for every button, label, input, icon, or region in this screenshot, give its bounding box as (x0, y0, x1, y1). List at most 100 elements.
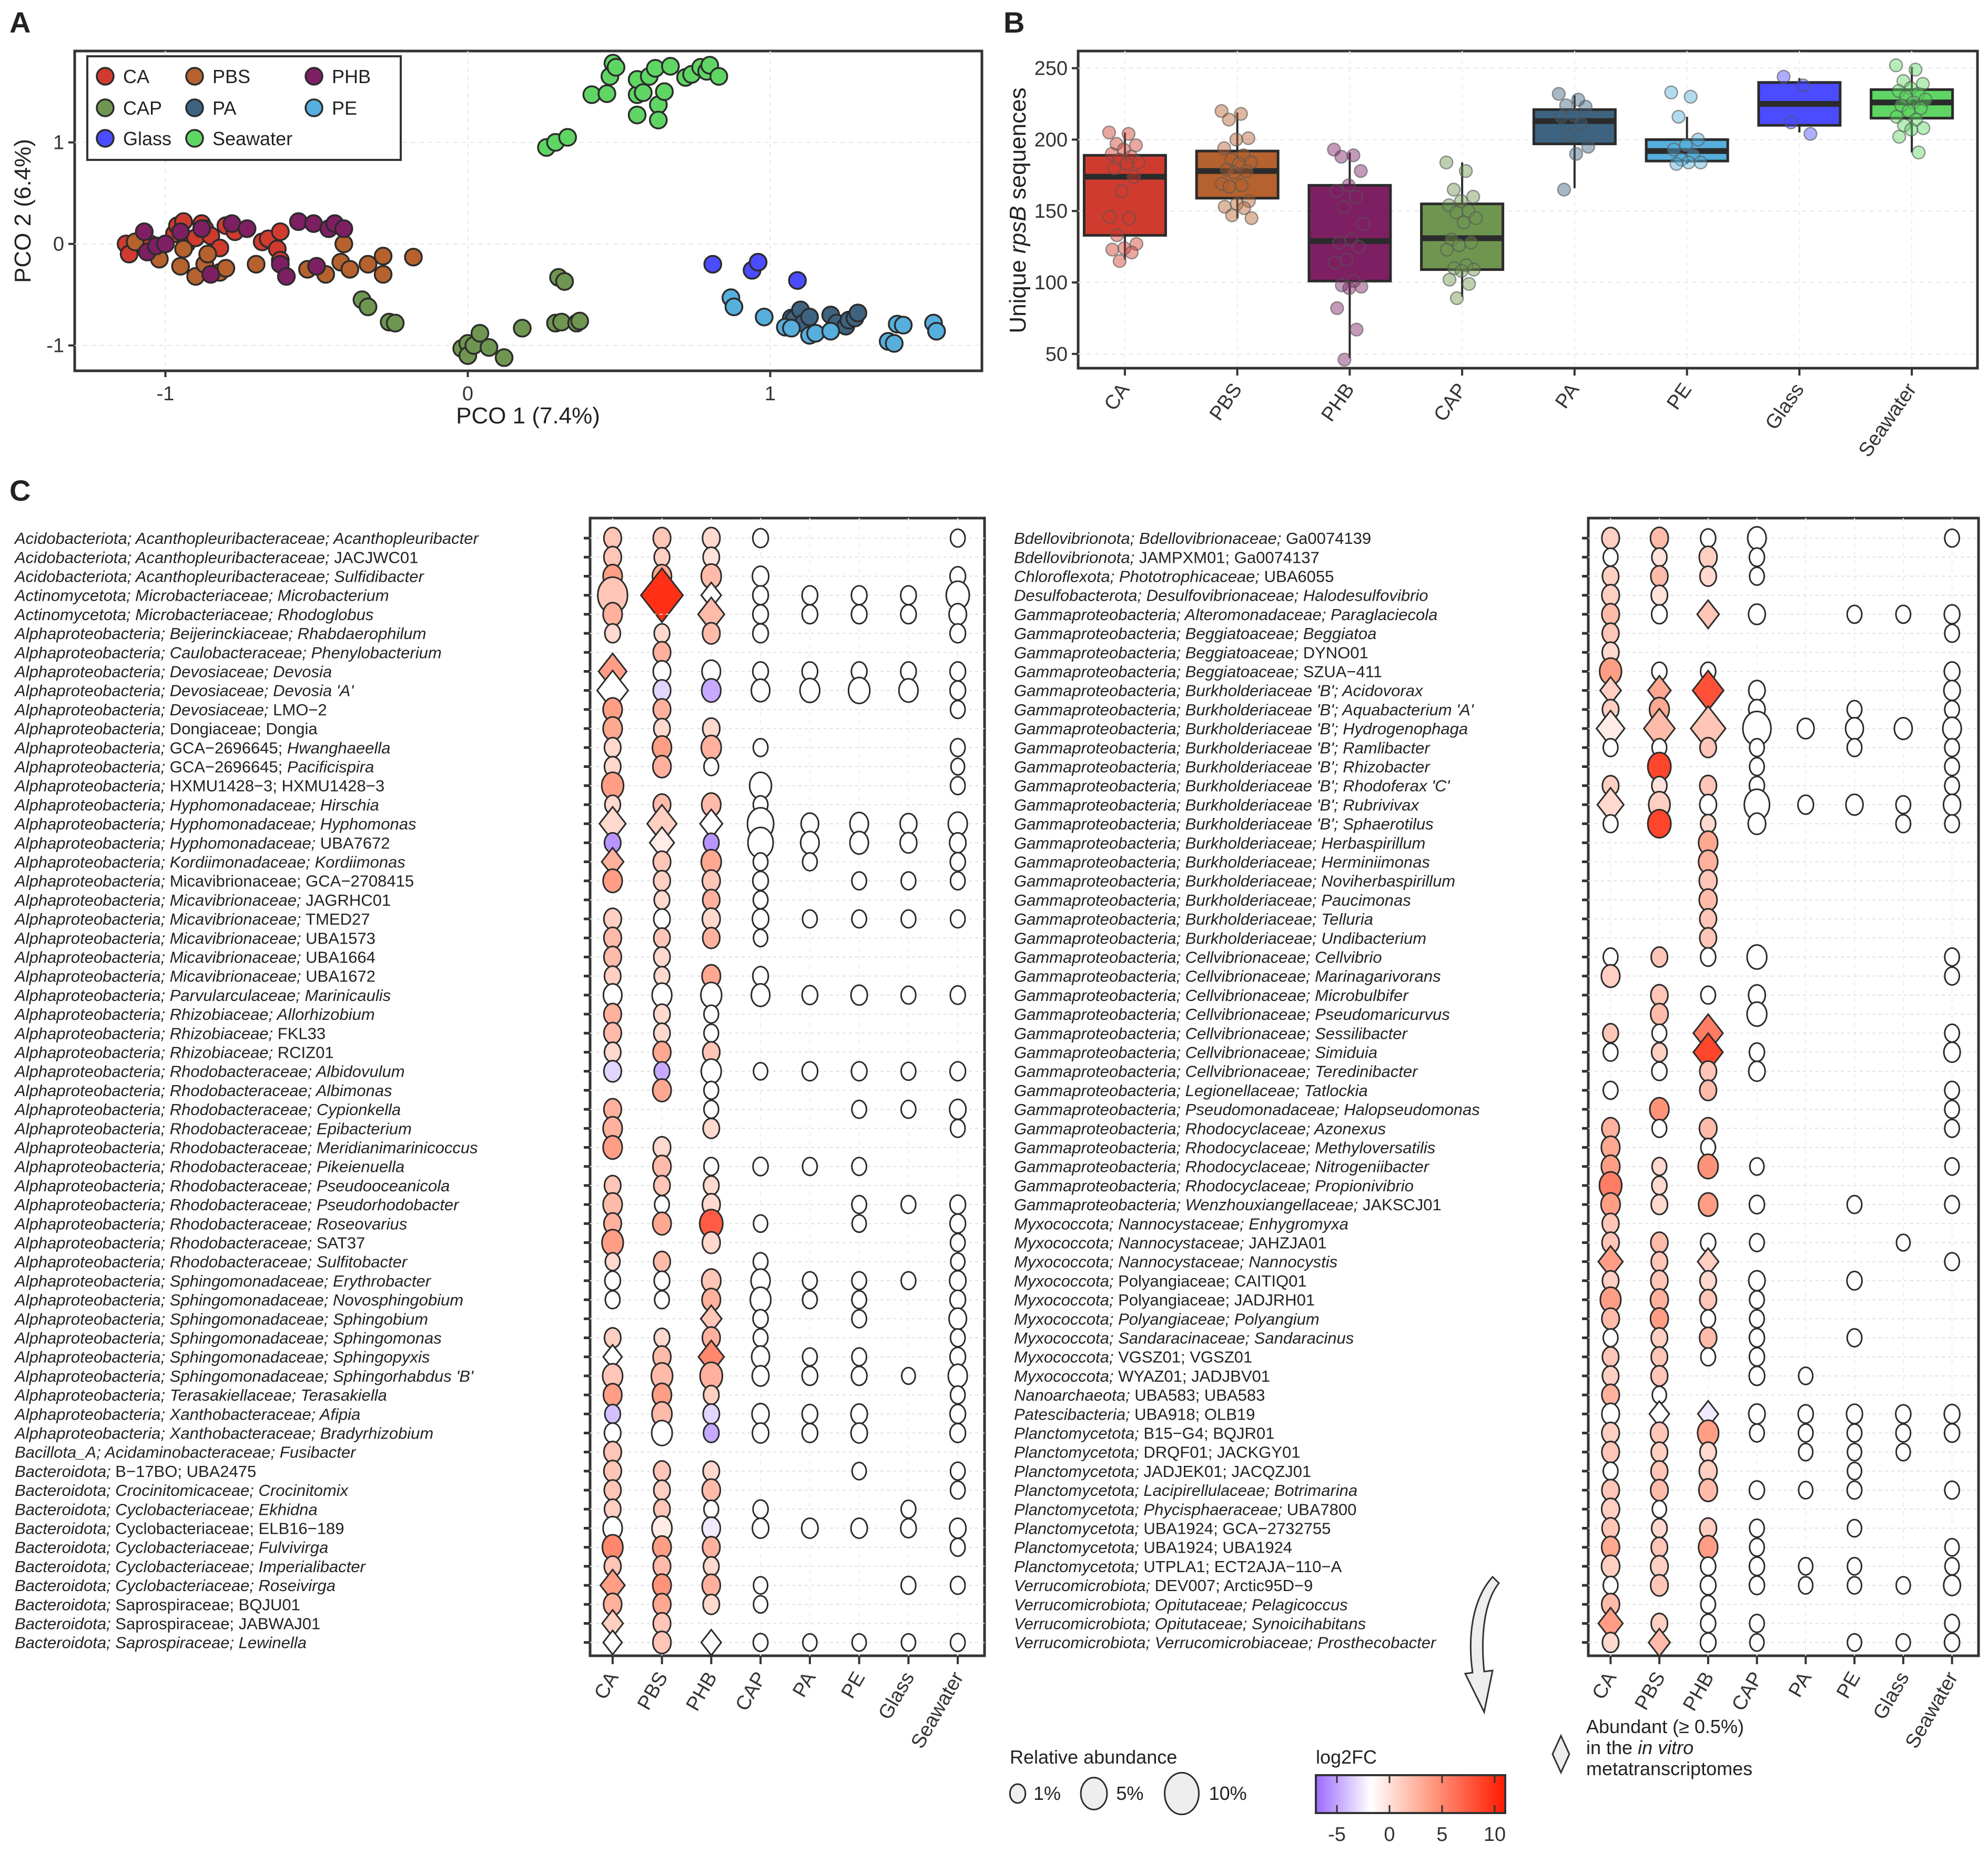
abundance-dot (751, 1402, 770, 1425)
boxplot-point-pa (1559, 98, 1574, 113)
taxon-label-part: Alphaproteobacteria; (14, 834, 170, 852)
abundance-dot (653, 1022, 671, 1044)
taxon-label-part: Alphaproteobacteria; (14, 910, 170, 928)
boxplot-point-phb (1349, 189, 1363, 204)
taxon-label-part: Pseudomaricurvus (1315, 1005, 1450, 1024)
abundance-dot (752, 852, 769, 872)
legend-swatch-pe (305, 98, 323, 117)
boxplot-y-axis-label: Unique rpsB sequences (1005, 87, 1031, 333)
abundance-dot (1944, 1194, 1961, 1214)
abundance-dot (1602, 737, 1619, 757)
taxon-label-part: Cellvibrionaceae; (1185, 1005, 1315, 1024)
abundance-dot (604, 1270, 622, 1291)
taxon-label: Gammaproteobacteria; Burkholderiaceae; U… (1014, 929, 1426, 947)
abundance-dot (1746, 944, 1768, 970)
abundance-dot (1943, 1632, 1961, 1653)
taxon-label-part: Acidovorax (1341, 682, 1424, 700)
abundance-dot (603, 1440, 622, 1464)
abundance-dot (702, 1535, 721, 1559)
abundance-dot (1944, 814, 1961, 834)
abundance-dot (1796, 717, 1815, 740)
abundance-dot (702, 1460, 721, 1482)
abundance-dot (1600, 964, 1621, 988)
taxon-label-part: Alphaproteobacteria; (14, 1062, 170, 1081)
taxon-label-part: Gammaproteobacteria; (1014, 815, 1185, 833)
abundance-dot (750, 1345, 770, 1369)
taxon-label-part: UBA6055 (1264, 568, 1334, 586)
boxplot-point-phb (1327, 255, 1342, 270)
taxon-label-part: Rhodobacteraceae; (170, 1253, 317, 1271)
pco-point-phb (135, 222, 154, 241)
abundance-dot (1747, 812, 1767, 835)
abundance-dot (949, 852, 966, 872)
abundance-dot (1749, 1309, 1766, 1329)
taxon-label-part: Desulfobacterota; (1014, 586, 1147, 605)
taxon-label-part: Hyphomonadaceae; (170, 834, 320, 852)
taxon-label-part: Terasakiellaceae; (170, 1386, 301, 1404)
taxon-label-part: Polyangiaceae; (1118, 1272, 1234, 1290)
pco-point-cap (480, 338, 499, 357)
taxon-label: Gammaproteobacteria; Pseudomonadaceae; H… (1014, 1100, 1480, 1119)
boxplot-point-pa (1554, 109, 1569, 124)
taxon-label-part: Propionivibrio (1315, 1177, 1414, 1195)
taxon-label-part: Alphaproteobacteria; (14, 643, 170, 662)
taxon-label-part: Myxococcota; (1014, 1348, 1118, 1366)
taxon-label-part: Rhodobacteraceae; (170, 1119, 317, 1138)
taxon-label-part: Hyphomonas (320, 815, 417, 833)
abundance-dot (653, 927, 671, 949)
taxon-label: Gammaproteobacteria; Burkholderiaceae 'B… (1014, 758, 1431, 776)
abundance-dot (1943, 1574, 1962, 1597)
abundance-dot (1942, 716, 1962, 741)
taxon-label-part: Sphingomonadaceae; (170, 1291, 333, 1309)
abundance-dot (1650, 565, 1669, 588)
abundance-dot (1895, 1633, 1911, 1652)
abundance-dot (1944, 1157, 1960, 1176)
taxon-label-part: UBA1924; (1143, 1538, 1222, 1557)
abundance-dot (603, 926, 622, 950)
boxplot-point-phb (1332, 235, 1346, 250)
pco-point-phb (307, 257, 326, 276)
abundance-dot (603, 736, 622, 758)
taxon-label-part: UBA7672 (320, 834, 390, 852)
abundance-dot (604, 1403, 622, 1424)
taxon-label-part: Acidobacteriota; (14, 568, 136, 586)
colorbar-tick-label: 5 (1436, 1824, 1447, 1846)
abundance-dot (850, 1061, 868, 1082)
taxon-label-part: Devosiaceae; (170, 663, 273, 681)
taxon-label: Gammaproteobacteria; Rhodocyclaceae; Met… (1014, 1139, 1435, 1157)
taxon-label: Myxococcota; Sandaracinaceae; Sandaracin… (1014, 1329, 1354, 1348)
taxon-label-part: Herminiimonas (1321, 853, 1430, 872)
taxon-label-part: Legionellaceae; (1185, 1081, 1304, 1100)
taxon-label-part: Alphaproteobacteria; (14, 796, 170, 814)
boxplot-point-pe (1664, 85, 1678, 100)
abundance-dot (1699, 793, 1718, 816)
taxon-label-part: Phenylobacterium (311, 643, 442, 662)
taxon-label: Alphaproteobacteria; Sphingomonadaceae; … (14, 1329, 442, 1348)
boxplot-point-ca (1112, 254, 1127, 268)
pco-point-phb (171, 222, 190, 241)
taxon-label: Bdellovibrionota; JAMPXM01; Ga0074137 (1014, 548, 1320, 566)
abundance-dot (1699, 1327, 1718, 1349)
abundance-dot (701, 869, 721, 893)
taxon-label-part: Rhizobiaceae; (170, 1044, 278, 1062)
abundance-dot (1602, 1575, 1619, 1595)
abundance-dot (1650, 1042, 1668, 1062)
taxon-label-part: JAKSCJ01 (1363, 1196, 1442, 1214)
abundance-dot (702, 926, 721, 949)
taxon-label: Gammaproteobacteria; Rhodocyclaceae; Azo… (1014, 1119, 1386, 1138)
abundance-dot (604, 1290, 621, 1310)
abundance-dot (1650, 1536, 1669, 1558)
taxon-label-part: JACQZJ01 (1232, 1462, 1312, 1481)
taxon-label: Gammaproteobacteria; Cellvibrionaceae; C… (1014, 948, 1382, 967)
taxon-label: Gammaproteobacteria; Alteromonadaceae; P… (1014, 605, 1437, 624)
boxplot-point-pbs (1234, 107, 1248, 121)
taxon-label-part: Gammaproteobacteria; (1014, 1005, 1185, 1024)
taxon-label: Gammaproteobacteria; Burkholderiaceae 'B… (1014, 796, 1419, 814)
taxon-label-part: Alphaproteobacteria; (14, 1405, 170, 1423)
taxon-label-part: Alphaproteobacteria; (14, 1424, 170, 1443)
boxplot-point-pa (1578, 99, 1593, 114)
taxon-label-part: Patescibacteria; (1014, 1405, 1134, 1423)
taxon-label: Alphaproteobacteria; Micavibrionaceae; U… (14, 967, 376, 986)
dot-matrix-x-tick-label: Glass (1869, 1668, 1914, 1724)
taxon-label: Alphaproteobacteria; Rhodobacteraceae; M… (14, 1139, 478, 1157)
